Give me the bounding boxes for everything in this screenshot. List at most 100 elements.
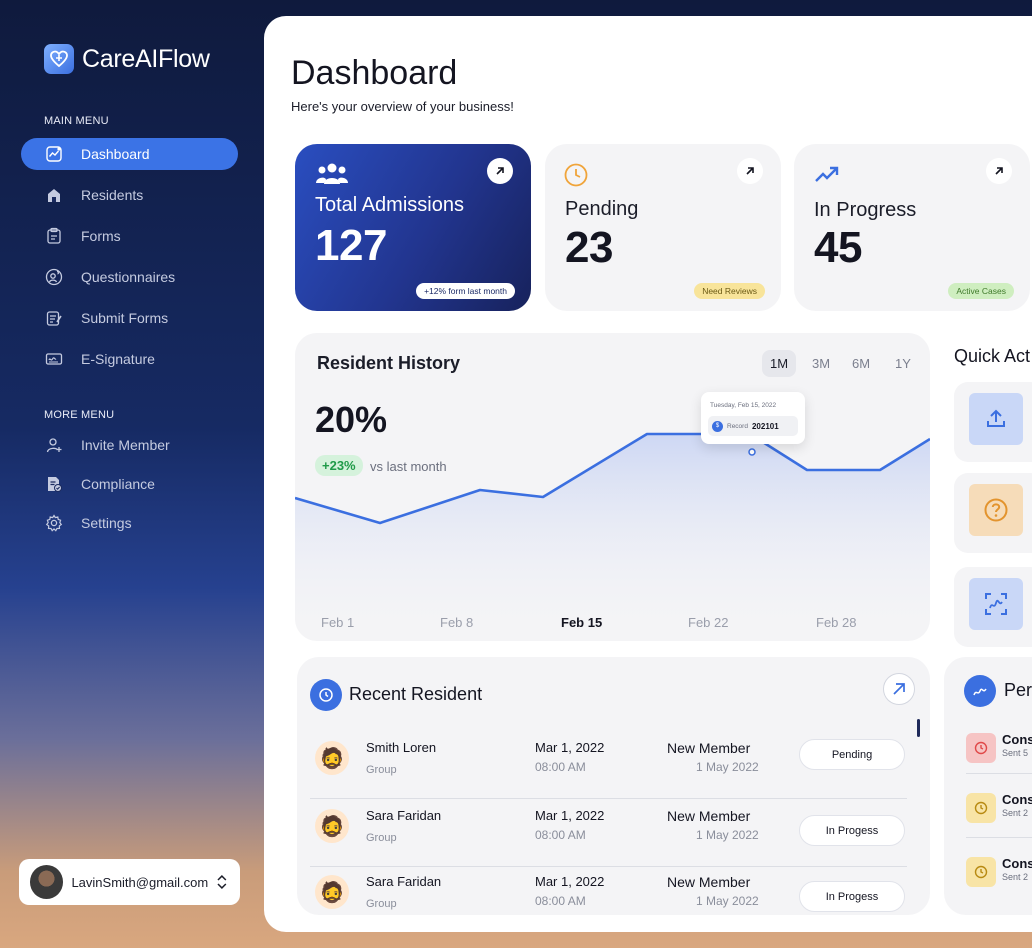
stat-label: Total Admissions [315, 194, 464, 216]
x-tick: Feb 22 [688, 615, 729, 630]
sidebar-item-e-signature[interactable]: E-Signature [21, 343, 238, 375]
sidebar-item-label: Forms [81, 228, 121, 244]
resident-type: New Member [667, 808, 751, 824]
sidebar-item-invite-member[interactable]: Invite Member [21, 429, 238, 461]
resident-name: Sara Faridan [366, 874, 442, 889]
user-question-icon [45, 268, 63, 286]
sidebar-item-label: Questionnaires [81, 269, 176, 285]
arrow-up-right-icon [496, 167, 504, 175]
pending-item-sub: Sent 2 [1002, 808, 1029, 818]
range-tab-1m[interactable]: 1M [762, 350, 797, 377]
sidebar-item-submit-forms[interactable]: Submit Forms [21, 302, 238, 334]
sidebar-item-label: Settings [81, 515, 132, 531]
logo[interactable]: CareAIFlow [44, 44, 210, 74]
page-title: Dashboard [291, 54, 458, 92]
status-badge[interactable]: In Progess [799, 881, 905, 912]
sidebar-item-dashboard[interactable]: Dashboard [21, 138, 238, 170]
open-recent-button[interactable] [883, 673, 915, 705]
stat-card-pending[interactable]: Pending 23 Need Reviews [545, 144, 781, 311]
x-tick: Feb 28 [816, 615, 857, 630]
open-pending-button[interactable] [737, 158, 763, 184]
logo-heart-icon [44, 44, 74, 74]
users-group-icon [316, 163, 348, 184]
sidebar-item-label: Invite Member [81, 437, 170, 453]
table-row[interactable]: 🧔 Sara Faridan Group Mar 1, 2022 08:00 A… [310, 801, 907, 867]
resident-date: Mar 1, 2022 [535, 740, 605, 755]
resident-type: New Member [667, 740, 751, 756]
range-tab-6m[interactable]: 6M [852, 356, 871, 371]
sidebar-item-residents[interactable]: Residents [21, 179, 238, 211]
sidebar-item-settings[interactable]: Settings [21, 507, 238, 539]
quick-action-scan-signature[interactable] [954, 567, 1032, 647]
signature-icon [45, 353, 63, 365]
stat-card-total-admissions[interactable]: Total Admissions 127 +12% form last mont… [295, 144, 531, 311]
divider [310, 798, 907, 799]
quick-actions-title: Quick Act [954, 346, 1031, 366]
history-clock-icon [310, 679, 342, 711]
pending-item[interactable]: Cons Sent 5 [966, 727, 1032, 767]
table-row[interactable]: 🧔 Sara Faridan Group Mar 1, 2022 08:00 A… [310, 867, 907, 915]
clock-icon [564, 163, 588, 187]
pending-item-title: Cons [1002, 856, 1032, 871]
pending-item-sub: Sent 2 [1002, 872, 1029, 882]
resident-history-card: Resident History 1M 3M 6M 1Y 20% +23% vs… [295, 333, 930, 641]
sidebar-item-label: E-Signature [81, 351, 155, 367]
pending-item[interactable]: Cons Sent 2 [966, 787, 1032, 827]
sidebar-item-compliance[interactable]: Compliance [21, 468, 238, 500]
tooltip-row: $ Record 202101 [708, 416, 798, 436]
pending-item[interactable]: Cons Sent 2 [966, 851, 1032, 891]
open-admissions-button[interactable] [487, 158, 513, 184]
scrollbar[interactable] [917, 719, 920, 737]
page-subtitle: Here's your overview of your business! [291, 99, 514, 114]
x-tick: Feb 1 [321, 615, 355, 630]
history-percent: 20% [315, 399, 388, 440]
clipboard-icon [47, 227, 61, 244]
x-tick: Feb 15 [561, 615, 603, 630]
range-tab-1y[interactable]: 1Y [895, 356, 911, 371]
quick-action-help[interactable] [954, 473, 1032, 553]
resident-avatar: 🧔 [315, 741, 349, 775]
stat-card-in-progress[interactable]: In Progress 45 Active Cases [794, 144, 1030, 311]
sidebar-item-label: Residents [81, 187, 144, 203]
chart-tooltip: Tuesday, Feb 15, 2022 $ Record 202101 [701, 392, 805, 444]
sidebar: CareAIFlow MAIN MENU Dashboard Residents… [0, 0, 264, 948]
resident-avatar: 🧔 [315, 875, 349, 909]
history-line-chart [295, 432, 930, 641]
account-email: LavinSmith@gmail.com [71, 874, 209, 890]
more-menu-heading: MORE MENU [44, 409, 115, 421]
user-plus-icon [46, 438, 62, 453]
recent-resident-card: Recent Resident 🧔 Smith Loren Group Mar … [297, 657, 930, 915]
sidebar-item-forms[interactable]: Forms [21, 220, 238, 252]
resident-date: Mar 1, 2022 [535, 874, 605, 889]
x-tick: Feb 8 [440, 615, 474, 630]
dollar-icon: $ [712, 420, 723, 432]
history-marker[interactable] [748, 448, 756, 456]
recent-title: Recent Resident [349, 684, 483, 704]
help-icon [969, 484, 1023, 536]
dashboard-icon [46, 146, 62, 162]
pending-signatures-card: Per Cons Sent 5 Cons Sent 2 Cons Sent 2 [944, 657, 1032, 915]
tooltip-key: Record [727, 422, 748, 430]
gear-icon [45, 514, 63, 532]
range-tab-3m[interactable]: 3M [812, 356, 831, 371]
open-in-progress-button[interactable] [986, 158, 1012, 184]
resident-avatar: 🧔 [315, 809, 349, 843]
sidebar-item-label: Compliance [81, 476, 155, 492]
account-switcher[interactable]: LavinSmith@gmail.com [19, 859, 240, 905]
trend-text: vs last month [370, 459, 447, 474]
arrow-up-right-icon [746, 167, 754, 175]
scan-signature-icon [969, 578, 1023, 630]
clock-icon [966, 857, 996, 887]
status-badge[interactable]: Pending [799, 739, 905, 770]
pending-item-title: Cons [1002, 792, 1032, 807]
arrow-up-right-icon [995, 167, 1003, 175]
table-row[interactable]: 🧔 Smith Loren Group Mar 1, 2022 08:00 AM… [310, 733, 907, 799]
arrow-up-right-icon [893, 683, 905, 695]
quick-action-upload[interactable] [954, 382, 1032, 462]
sidebar-item-questionnaires[interactable]: Questionnaires [21, 261, 238, 293]
home-icon [48, 189, 60, 202]
status-badge[interactable]: In Progess [799, 815, 905, 846]
main-panel: Dashboard Here's your overview of your b… [264, 16, 1032, 932]
resident-name: Smith Loren [366, 740, 437, 755]
trending-up-icon [815, 166, 839, 182]
